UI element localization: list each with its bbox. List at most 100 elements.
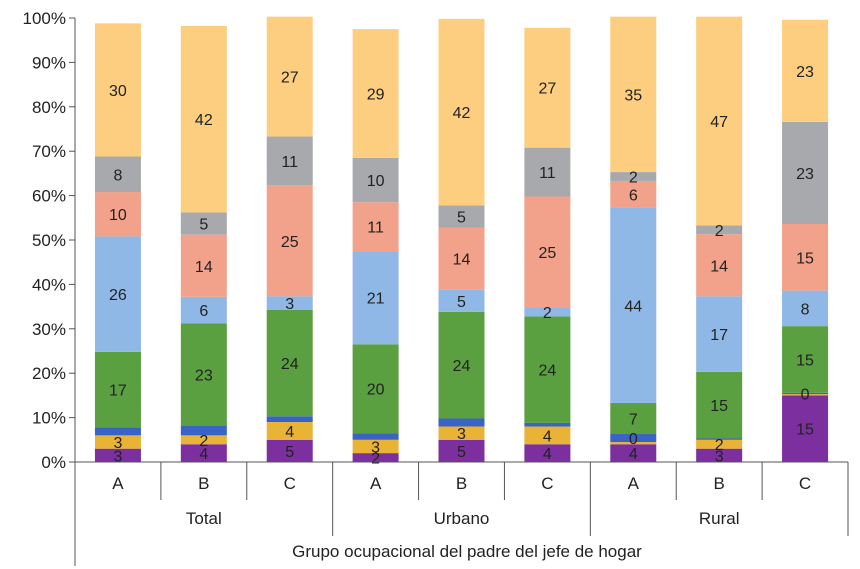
bar-segment (180, 25, 227, 213)
bar-segment (94, 23, 141, 157)
data-label: 14 (453, 252, 471, 269)
bar-segment (524, 307, 571, 317)
data-label: 26 (109, 287, 127, 304)
data-label: 44 (624, 298, 642, 315)
data-label: 5 (199, 217, 208, 234)
data-label: 42 (195, 112, 213, 129)
data-label: 15 (796, 250, 814, 267)
bar-segment (782, 394, 829, 396)
data-label: 5 (285, 444, 294, 461)
bar-segment (438, 418, 485, 427)
x-category-label: A (112, 474, 124, 493)
data-label: 23 (796, 166, 814, 183)
data-label: 42 (453, 105, 471, 122)
bar-segment (180, 323, 227, 426)
bar-segment (438, 439, 485, 462)
bar-segment (180, 425, 227, 436)
bar-segment (524, 27, 571, 148)
data-label: 5 (457, 209, 466, 226)
data-label: 24 (453, 358, 471, 375)
data-label: 14 (195, 259, 213, 276)
x-group-label: Rural (699, 509, 740, 528)
x-category-label: A (370, 474, 382, 493)
bar-segment (266, 439, 313, 462)
data-label: 5 (457, 444, 466, 461)
stacked-bar: 33 17 26 10 8 30 (94, 23, 141, 465)
bar-segment (438, 18, 485, 206)
bar-segment (610, 172, 657, 181)
y-tick-label: 0% (41, 453, 66, 472)
x-category-label: C (284, 474, 296, 493)
y-tick-label: 40% (32, 275, 66, 294)
bar-segment (696, 296, 743, 372)
bar-segment (782, 392, 829, 395)
data-label: 5 (457, 294, 466, 311)
data-label: 2 (543, 305, 552, 322)
data-label: 27 (281, 70, 299, 87)
data-label: 2 (629, 170, 638, 187)
bar-segment (94, 427, 141, 436)
data-label: 8 (801, 301, 810, 318)
data-label: 30 (109, 83, 127, 100)
bar-segment (352, 453, 399, 462)
y-tick-label: 50% (32, 231, 66, 250)
bar-segment (782, 326, 829, 393)
bar-segment (524, 316, 571, 423)
data-label: 11 (367, 220, 384, 237)
bar-segment (610, 16, 657, 173)
data-label: 24 (538, 363, 556, 380)
data-label: 17 (109, 383, 127, 400)
bar-segment (94, 351, 141, 428)
bar-segment (696, 16, 743, 226)
data-label: 4 (199, 446, 208, 463)
data-label: 21 (367, 291, 385, 308)
bar-segment (782, 121, 829, 225)
x-category-label: B (198, 474, 209, 493)
bar-segment (610, 180, 657, 208)
x-category-label: A (628, 474, 640, 493)
bar-segment (352, 29, 399, 158)
bar-segment (610, 444, 657, 462)
data-label: 2 (199, 433, 208, 450)
data-label: 15 (710, 398, 728, 415)
stacked-bar: 40 7 44 62 35 (610, 16, 657, 463)
bar-segment (180, 212, 227, 235)
data-label: 29 (367, 86, 385, 103)
bar-segment (180, 296, 227, 324)
bar-segment (524, 426, 571, 445)
y-tick-label: 100% (23, 9, 66, 28)
stacked-bar: 44 24 2 25 11 27 (524, 27, 571, 463)
data-label: 6 (199, 303, 208, 320)
y-axis: 0% 10% 20% 30% 40% 50% 60% 70% 80% 90% 100% (23, 9, 76, 472)
stacked-bar: 23 20 21 11 10 29 (352, 29, 399, 468)
data-label: 3 (371, 439, 380, 456)
bar-segment (266, 185, 313, 297)
bar-segment (438, 289, 485, 312)
data-label: 15 (796, 422, 814, 439)
bar-segment (524, 444, 571, 462)
bar-segment (180, 234, 227, 297)
bar-segment (352, 439, 399, 454)
x-group-label: Urbano (434, 509, 490, 528)
bar-segment (94, 435, 141, 449)
data-label: 0 (629, 431, 638, 448)
bar-segment (610, 207, 657, 403)
bar-segment (438, 311, 485, 419)
data-label: 4 (285, 424, 294, 441)
bar-segment (180, 444, 227, 462)
bar-segment (266, 416, 313, 423)
data-label: 0 (801, 386, 810, 403)
stacked-bar: 5 4 24 3 25 11 27 (266, 16, 313, 462)
bar-segment (94, 192, 141, 237)
bar-segment (352, 344, 399, 434)
data-label: 4 (543, 446, 552, 463)
data-label: 3 (113, 435, 122, 452)
bar-segment (524, 422, 571, 427)
bar-segment (180, 435, 227, 445)
data-label: 7 (629, 411, 638, 428)
bar-segment (782, 290, 829, 327)
data-label: 20 (367, 382, 385, 399)
data-label: 8 (113, 167, 122, 184)
data-label: 4 (543, 428, 552, 445)
